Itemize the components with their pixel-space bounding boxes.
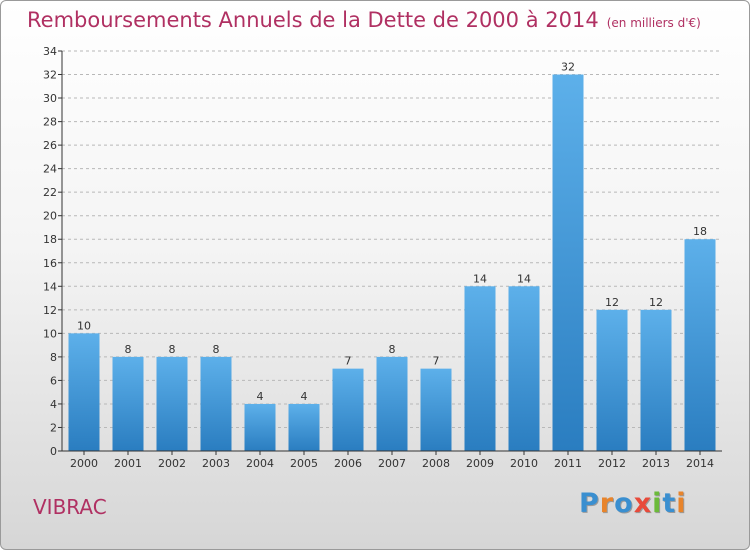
y-tick-label: 24	[43, 163, 57, 176]
y-tick-label: 22	[43, 186, 57, 199]
bar	[200, 356, 232, 451]
x-tick-label: 2005	[290, 457, 318, 470]
logo-letter: i	[652, 488, 663, 519]
bar	[288, 403, 320, 451]
bar	[68, 333, 100, 451]
data-label: 4	[257, 390, 264, 403]
logo-letter: i	[676, 488, 687, 519]
x-tick-label: 2010	[510, 457, 538, 470]
x-tick-label: 2004	[246, 457, 274, 470]
chart-title: Remboursements Annuels de la Dette de 20…	[27, 8, 701, 32]
y-tick-label: 32	[43, 69, 57, 82]
data-label: 4	[301, 390, 308, 403]
x-tick-label: 2003	[202, 457, 230, 470]
bar	[684, 239, 716, 451]
data-label: 8	[169, 343, 176, 356]
y-tick-label: 12	[43, 304, 57, 317]
y-tick-label: 20	[43, 210, 57, 223]
x-tick-label: 2007	[378, 457, 406, 470]
proxiti-logo: Proxiti	[579, 488, 687, 519]
data-label: 32	[561, 61, 575, 74]
y-tick-label: 18	[43, 233, 57, 246]
data-label: 7	[345, 355, 352, 368]
y-tick-label: 16	[43, 257, 57, 270]
x-tick-label: 2014	[686, 457, 714, 470]
y-tick-label: 0	[50, 445, 57, 458]
data-label: 7	[433, 355, 440, 368]
x-tick-label: 2008	[422, 457, 450, 470]
data-label: 12	[605, 296, 619, 309]
bar	[640, 309, 672, 451]
bar	[244, 403, 276, 451]
data-label: 14	[473, 272, 487, 285]
data-label: 8	[213, 343, 220, 356]
data-label: 14	[517, 272, 531, 285]
x-tick-label: 2011	[554, 457, 582, 470]
bar	[156, 356, 188, 451]
bar	[464, 286, 496, 451]
y-tick-label: 26	[43, 139, 57, 152]
bar	[508, 286, 540, 451]
chart-title-main: Remboursements Annuels de la Dette de 20…	[27, 8, 599, 32]
logo-letter: P	[579, 488, 600, 519]
y-tick-label: 2	[50, 421, 57, 434]
y-tick-label: 34	[43, 45, 57, 58]
chart-unit: (en milliers d'€)	[606, 16, 701, 30]
commune-name: VIBRAC	[33, 495, 107, 519]
data-label: 10	[77, 319, 91, 332]
bar	[420, 368, 452, 451]
y-tick-label: 28	[43, 116, 57, 129]
y-tick-label: 30	[43, 92, 57, 105]
x-tick-label: 2006	[334, 457, 362, 470]
data-label: 8	[389, 343, 396, 356]
data-label: 8	[125, 343, 132, 356]
y-tick-label: 4	[50, 398, 57, 411]
x-tick-label: 2000	[70, 457, 98, 470]
logo-letter: o	[614, 488, 634, 519]
logo-letter: r	[599, 488, 615, 519]
x-tick-label: 2001	[114, 457, 142, 470]
data-label: 12	[649, 296, 663, 309]
bar	[552, 74, 584, 451]
x-tick-label: 2002	[158, 457, 186, 470]
bar	[332, 368, 364, 451]
y-tick-label: 8	[50, 351, 57, 364]
data-label: 18	[693, 225, 707, 238]
logo-letter: t	[662, 488, 677, 519]
x-tick-label: 2012	[598, 457, 626, 470]
bar	[596, 309, 628, 451]
y-tick-label: 6	[50, 374, 57, 387]
x-tick-label: 2013	[642, 457, 670, 470]
bar	[376, 356, 408, 451]
x-tick-label: 2009	[466, 457, 494, 470]
logo-letter: x	[633, 488, 653, 519]
y-tick-label: 14	[43, 280, 57, 293]
bar	[112, 356, 144, 451]
y-tick-label: 10	[43, 327, 57, 340]
